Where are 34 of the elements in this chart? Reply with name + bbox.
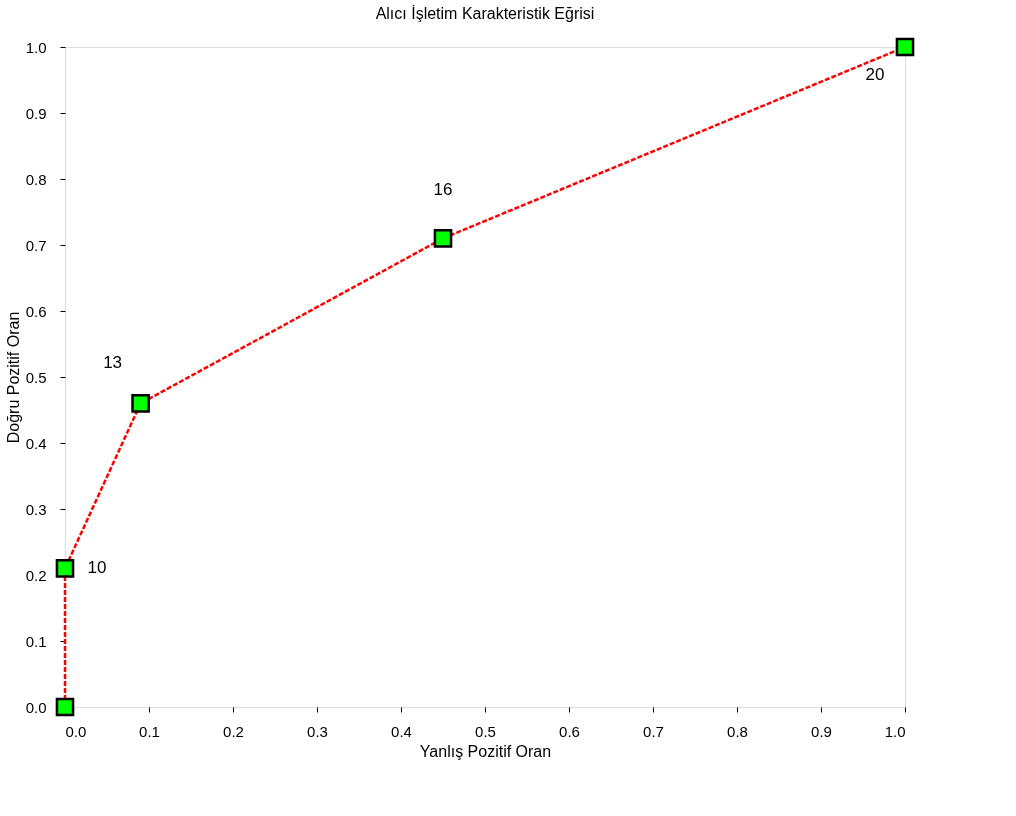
y-tick-label: 0.4 — [25, 434, 47, 452]
annotation: 16 — [433, 180, 453, 200]
point — [895, 37, 915, 57]
x-tick-label: 0.4 — [391, 722, 412, 740]
y-tick-label: 0.9 — [25, 104, 47, 122]
x-tick-label: 1.0 — [884, 722, 906, 740]
x-tick-label: 0.9 — [811, 722, 832, 740]
y-tick-label: 0.8 — [25, 170, 47, 188]
x-axis-title: Yanlış Pozitif Oran — [419, 742, 552, 760]
y-tick-label: 0.2 — [25, 566, 47, 584]
chart-title: Alıcı İşletim Karakteristik Eğrisi — [375, 3, 595, 22]
x-tick-label: 0.5 — [475, 722, 496, 740]
y-axis-title: Doğru Pozitif Oran — [4, 311, 22, 444]
y-tick-label: 0.6 — [25, 302, 47, 320]
x-tick-label: 0.3 — [307, 722, 328, 740]
y-tick-label: 1.0 — [25, 38, 47, 56]
x-tick-label: 0.2 — [223, 722, 244, 740]
annotation: 20 — [865, 65, 885, 84]
x-tick-label: 0.0 — [65, 722, 87, 740]
x-tick-label: 0.7 — [643, 722, 664, 740]
y-tick-label: 0.3 — [25, 500, 47, 518]
point — [433, 229, 453, 248]
x-tick-label: 0.6 — [559, 722, 580, 740]
point — [55, 697, 75, 717]
y-tick-label: 0.0 — [25, 698, 47, 716]
y-tick-label: 0.1 — [25, 632, 47, 650]
annotation: 10 — [87, 558, 107, 578]
annotation: 13 — [103, 353, 123, 373]
x-tick-label: 0.8 — [727, 722, 748, 740]
point — [55, 559, 75, 578]
y-tick-label: 0.7 — [25, 236, 47, 254]
y-tick-label: 0.5 — [25, 368, 47, 386]
x-tick-label: 0.1 — [139, 722, 160, 740]
point — [131, 394, 150, 413]
